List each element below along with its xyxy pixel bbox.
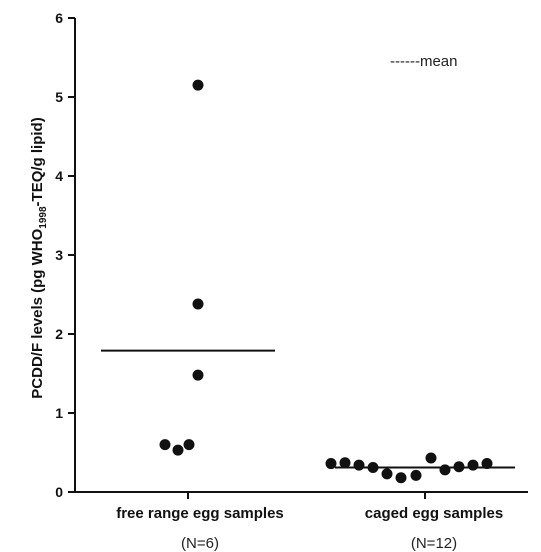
data-point: [453, 461, 465, 473]
data-points: [159, 79, 493, 484]
data-point: [367, 462, 379, 474]
y-tick-label: 5: [55, 89, 63, 105]
legend-mean: ------mean: [390, 53, 458, 70]
data-point: [381, 468, 393, 480]
category-labels: free range egg samples (N=6) caged egg sam…: [116, 505, 503, 552]
y-axis-label-prefix: PCDD/F levels (pg WHO: [29, 228, 46, 398]
data-point: [192, 298, 204, 310]
data-point: [172, 444, 184, 456]
y-axis-label-subscript: 1998: [38, 206, 49, 229]
data-point: [353, 459, 365, 471]
data-point: [410, 469, 422, 481]
data-point: [159, 439, 171, 451]
y-tick-label: 0: [55, 484, 63, 500]
data-point: [183, 439, 195, 451]
data-point: [339, 457, 351, 469]
data-point: [192, 79, 204, 91]
y-axis-label-suffix: -TEQ/g lipid): [29, 117, 46, 206]
category-sample-size: (N=12): [411, 535, 457, 552]
axes: [74, 18, 528, 499]
category-label: caged egg samples: [365, 505, 503, 522]
data-point: [439, 464, 451, 476]
y-tick-label: 6: [55, 10, 63, 26]
y-tick-label: 1: [55, 405, 63, 421]
mean-lines: [101, 349, 515, 469]
y-tick-label: 4: [55, 168, 63, 184]
category-label: free range egg samples: [116, 505, 284, 522]
y-axis-label: PCDD/F levels (pg WHO1998-TEQ/g lipid): [29, 117, 49, 398]
data-point: [425, 452, 437, 464]
data-point: [467, 459, 479, 471]
y-tick-label: 3: [55, 247, 63, 263]
data-point: [395, 472, 407, 484]
data-point: [481, 458, 493, 470]
data-point: [325, 458, 337, 470]
data-point: [192, 369, 204, 381]
y-tick-label: 2: [55, 326, 63, 342]
category-sample-size: (N=6): [181, 535, 219, 552]
y-ticks: 0 1 2 3 4 5 6: [55, 10, 75, 500]
